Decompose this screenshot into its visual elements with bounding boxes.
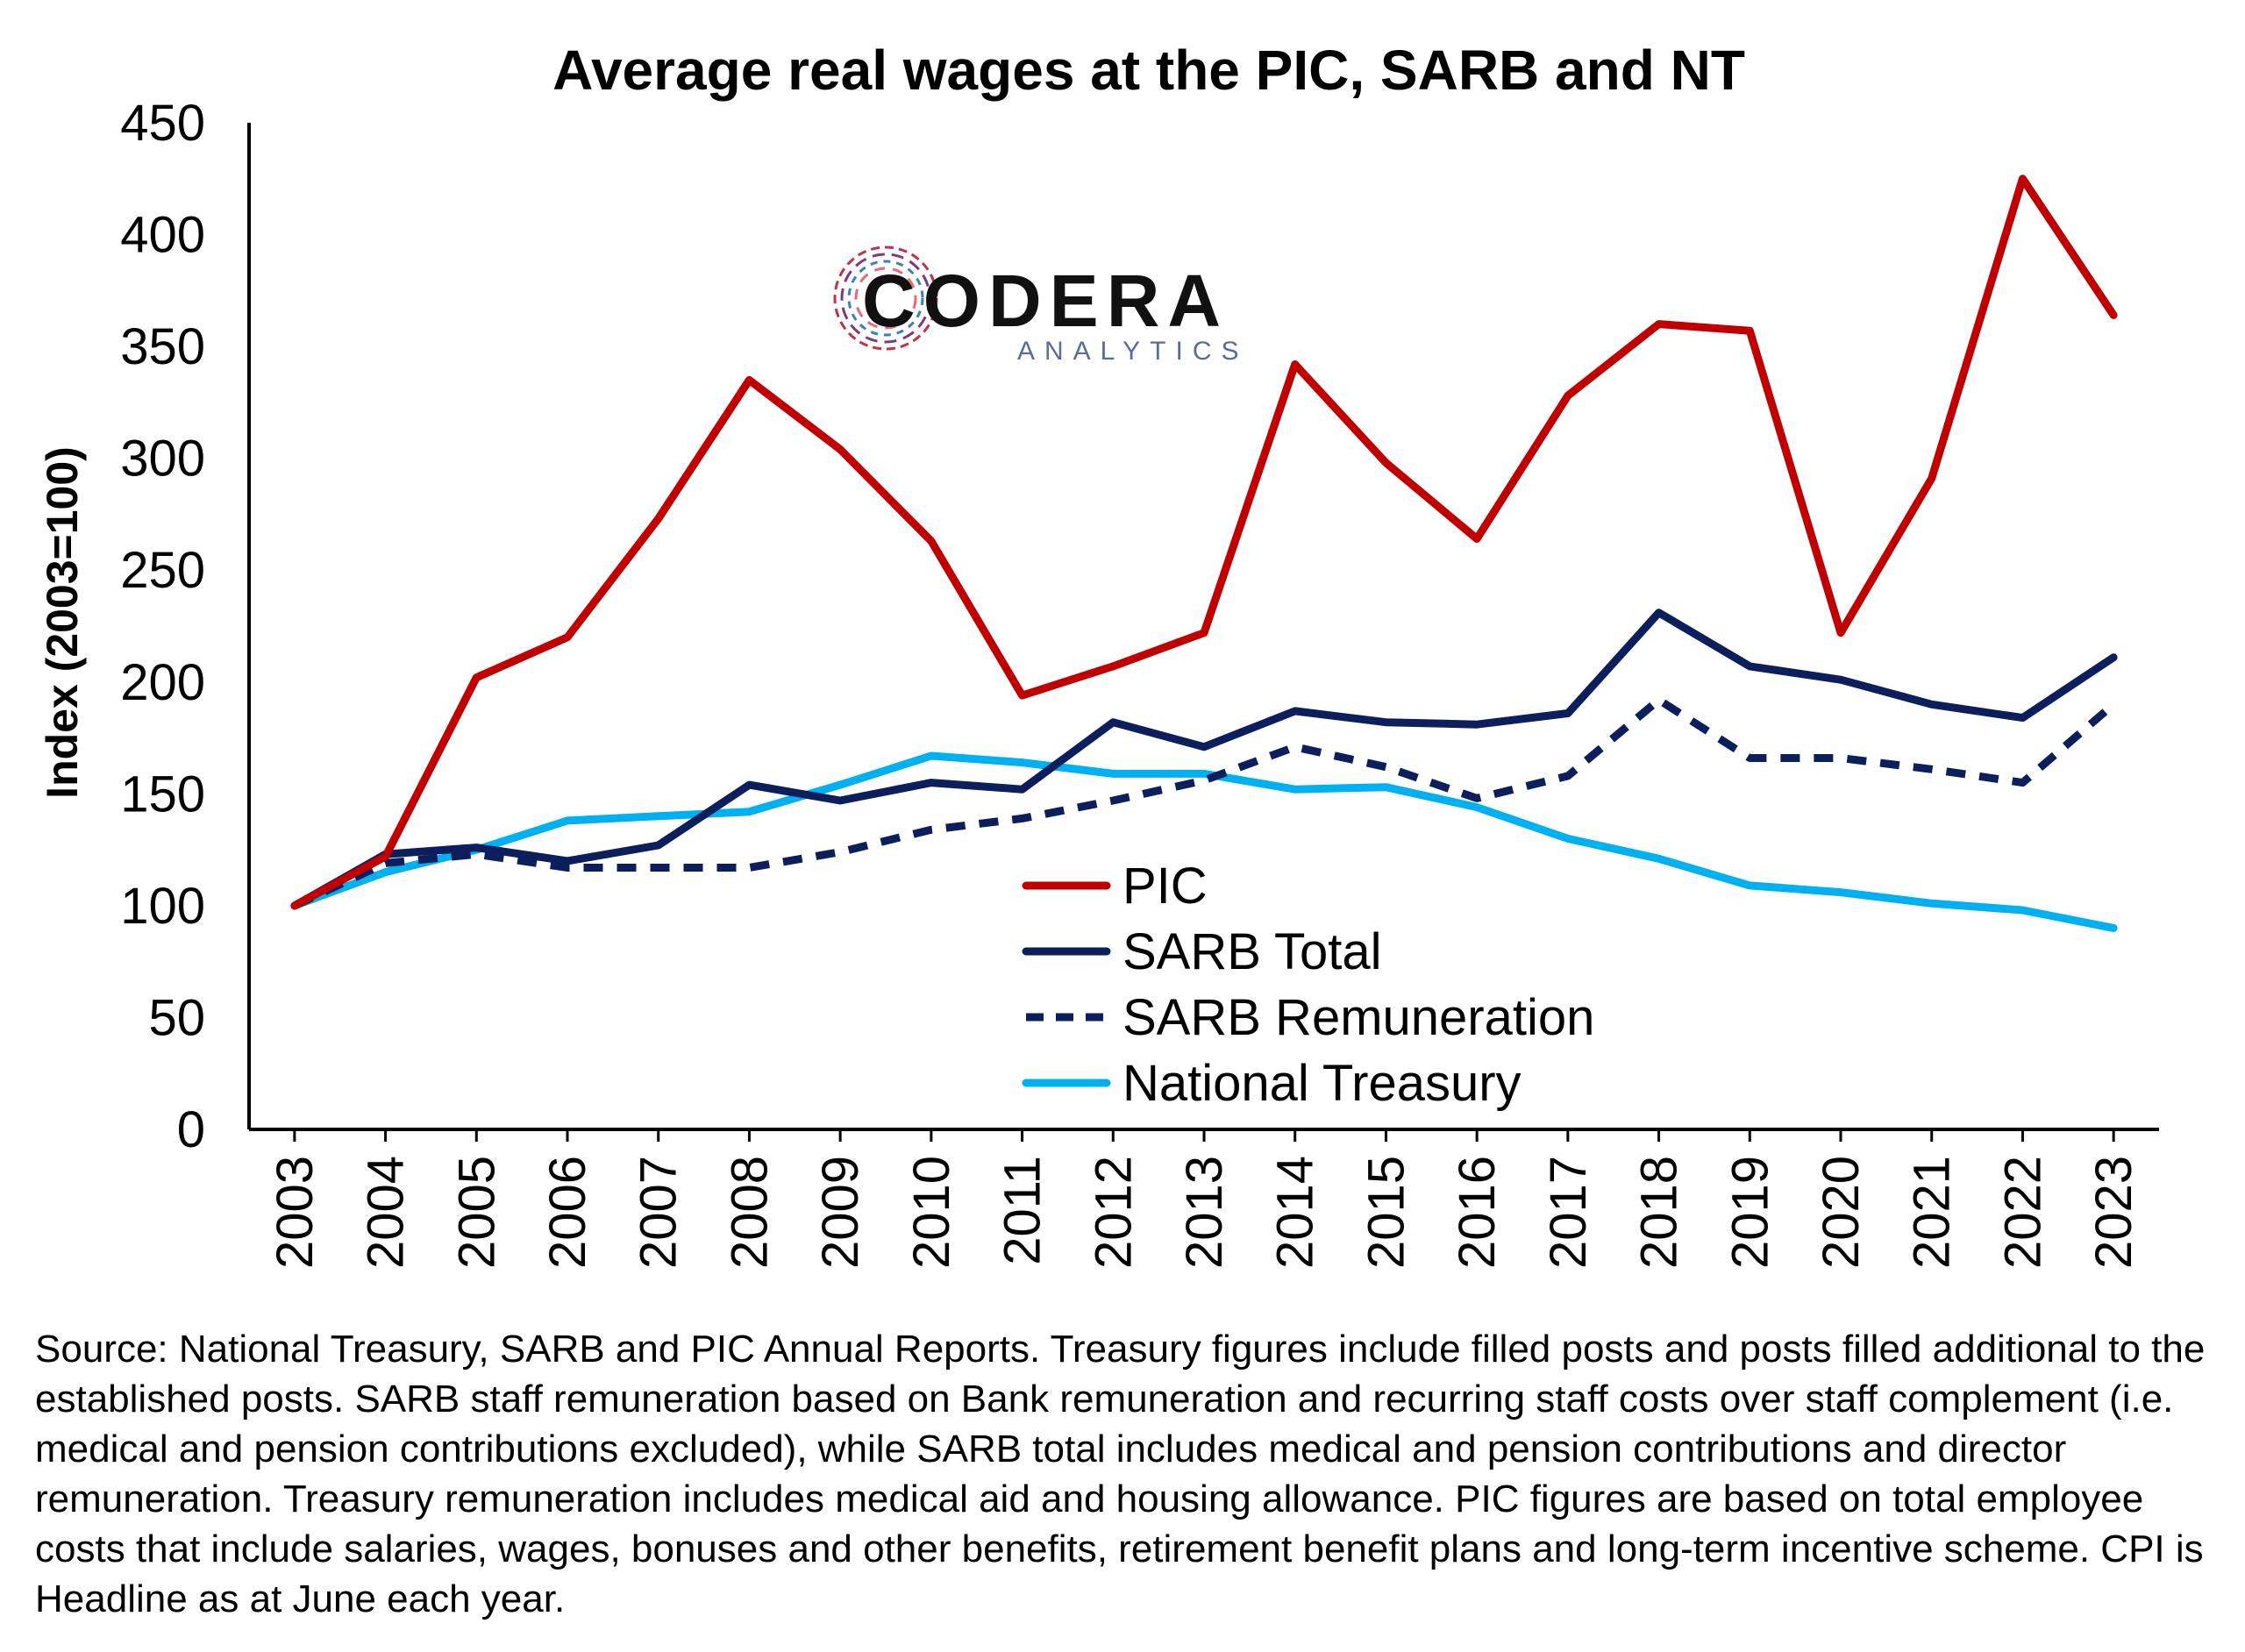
y-tick-label: 350 xyxy=(120,318,205,375)
legend-label: National Treasury xyxy=(1122,1055,1522,1112)
series-line-sarb-remuneration xyxy=(292,695,2117,909)
y-axis-ticks: 0 50 100 150 200 250 300 350 400 450 xyxy=(120,95,205,1158)
series-line-sarb-total xyxy=(290,609,2118,910)
x-tick-label: 2020 xyxy=(1813,1156,1870,1269)
series-line-national-treasury xyxy=(290,751,2118,932)
x-tick-label: 2019 xyxy=(1721,1156,1778,1269)
y-tick-label: 400 xyxy=(120,207,205,264)
x-tick-label: 2010 xyxy=(903,1156,960,1269)
x-tick-label: 2005 xyxy=(448,1156,505,1269)
x-tick-label: 2015 xyxy=(1358,1156,1415,1269)
y-tick-label: 0 xyxy=(177,1101,205,1158)
x-axis-ticks: 2003 2004 2005 2006 2007 2008 2009 2010 2011 2012… xyxy=(267,1129,2142,1269)
circuit-ring-icon xyxy=(833,246,938,351)
source-note: Source: National Treasury, SARB and PIC … xyxy=(35,1328,2206,1620)
x-tick-label: 2004 xyxy=(358,1156,415,1269)
x-tick-label: 2023 xyxy=(2085,1156,2142,1269)
x-tick-label: 2016 xyxy=(1449,1156,1506,1269)
logo-name: CODERA xyxy=(862,260,1229,342)
x-tick-label: 2008 xyxy=(721,1156,778,1269)
y-tick-label: 300 xyxy=(120,431,205,488)
chart-title: Average real wages at the PIC, SARB and … xyxy=(552,39,1745,102)
y-tick-label: 450 xyxy=(120,95,205,152)
x-tick-label: 2021 xyxy=(1904,1156,1961,1269)
x-tick-label: 2014 xyxy=(1267,1156,1324,1269)
legend-label: PIC xyxy=(1122,858,1208,915)
x-tick-label: 2006 xyxy=(539,1156,596,1269)
x-tick-label: 2013 xyxy=(1176,1156,1233,1269)
series-lines xyxy=(290,174,2118,932)
y-tick-label: 50 xyxy=(148,989,205,1046)
logo-tagline: ANALYTICS xyxy=(1017,337,1249,366)
x-tick-label: 2009 xyxy=(812,1156,869,1269)
y-tick-label: 250 xyxy=(120,542,205,599)
x-tick-label: 2011 xyxy=(994,1156,1051,1265)
x-tick-label: 2003 xyxy=(267,1156,324,1269)
y-axis-label: Index (2003=100) xyxy=(38,446,87,799)
codera-logo: CODERA ANALYTICS xyxy=(833,246,1249,366)
y-tick-label: 100 xyxy=(120,878,205,935)
x-tick-label: 2017 xyxy=(1540,1156,1597,1269)
y-tick-label: 200 xyxy=(120,654,205,711)
x-tick-label: 2018 xyxy=(1631,1156,1688,1269)
x-tick-label: 2022 xyxy=(1994,1156,2051,1269)
y-tick-label: 150 xyxy=(120,765,205,822)
legend-label: SARB Total xyxy=(1122,923,1382,980)
legend: PIC SARB Total SARB Remuneration National T… xyxy=(1022,858,1594,1112)
series-line-pic xyxy=(290,174,2118,910)
x-tick-label: 2012 xyxy=(1085,1156,1142,1269)
x-tick-label: 2007 xyxy=(631,1156,688,1269)
legend-label: SARB Remuneration xyxy=(1122,989,1594,1046)
